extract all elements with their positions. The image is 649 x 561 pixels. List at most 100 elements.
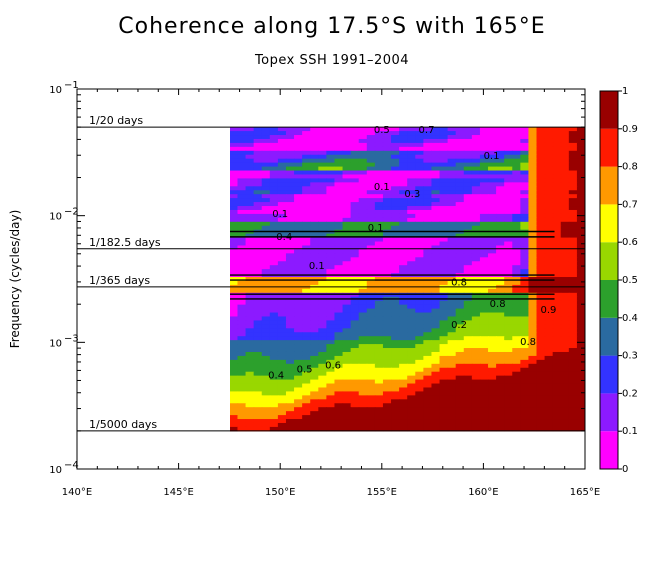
- heat-cell: [504, 363, 513, 369]
- heat-cell: [471, 324, 481, 329]
- heat-cell: [455, 387, 465, 393]
- heat-cell: [423, 174, 433, 180]
- heat-cell: [576, 387, 585, 393]
- heat-cell: [334, 150, 344, 156]
- heat-cell: [366, 426, 376, 432]
- heat-cell: [488, 332, 497, 337]
- contour-label: 0.5: [374, 125, 390, 136]
- heat-cell: [334, 340, 344, 345]
- heat-cell: [334, 359, 344, 365]
- heat-cell: [285, 233, 295, 239]
- heat-cell: [366, 320, 376, 325]
- heat-cell: [318, 206, 327, 211]
- heat-cell: [447, 300, 457, 306]
- colorbar-swatch: [600, 393, 618, 432]
- heat-cell: [536, 280, 546, 286]
- heat-cell: [447, 249, 457, 254]
- heat-cell: [391, 154, 400, 160]
- heat-cell: [285, 186, 295, 191]
- heat-cell: [463, 363, 473, 369]
- heat-cell: [342, 174, 352, 180]
- heat-cell: [512, 300, 521, 306]
- heat-cell: [471, 213, 481, 219]
- heat-cell: [342, 261, 352, 266]
- y-tick-exponent: −2: [64, 207, 79, 218]
- heat-cell: [512, 344, 521, 349]
- heat-cell: [488, 166, 497, 172]
- heat-cell: [431, 419, 441, 424]
- heat-cell: [512, 190, 521, 195]
- heat-cell: [576, 213, 585, 219]
- heat-cell: [560, 422, 570, 428]
- heat-cell: [544, 426, 554, 432]
- heat-cell: [504, 213, 513, 219]
- heat-cell: [399, 399, 408, 404]
- heat-cell: [382, 324, 392, 329]
- heat-cell: [415, 142, 424, 148]
- heat-cell: [471, 344, 481, 349]
- heat-cell: [399, 407, 408, 412]
- heat-cell: [471, 225, 481, 231]
- contour-label: 0.9: [540, 305, 556, 316]
- heat-cell: [382, 178, 392, 183]
- heat-cell: [358, 367, 368, 373]
- heat-cell: [269, 324, 279, 329]
- heat-cell: [310, 288, 319, 294]
- heat-cell: [439, 348, 449, 353]
- heat-cell: [560, 237, 570, 243]
- heat-cell: [285, 280, 295, 286]
- heat-cell: [407, 154, 416, 160]
- heat-cell: [423, 158, 433, 164]
- heat-cell: [391, 277, 400, 282]
- heat-cell: [552, 269, 562, 274]
- heat-cell: [391, 280, 400, 286]
- heat-cell: [302, 351, 311, 357]
- heat-cell: [407, 190, 416, 195]
- heat-cell: [245, 359, 255, 365]
- heat-cell: [310, 383, 319, 389]
- heat-cell: [253, 221, 263, 227]
- heat-cell: [520, 363, 530, 369]
- heat-cell: [310, 411, 319, 416]
- heat-cell: [294, 407, 303, 412]
- heat-cell: [439, 367, 449, 373]
- heat-cell: [520, 146, 530, 152]
- heat-cell: [334, 198, 344, 203]
- colorbar-tick-label: 1: [622, 86, 628, 97]
- heat-cell: [294, 127, 303, 132]
- heat-cell: [496, 375, 505, 381]
- heat-cell: [520, 304, 530, 310]
- heat-cell: [382, 233, 392, 239]
- heat-cell: [358, 387, 368, 393]
- heat-cell: [504, 348, 513, 353]
- heat-cell: [334, 407, 344, 412]
- heat-cell: [512, 351, 521, 357]
- colorbar-tick-label: 0.9: [622, 124, 638, 135]
- heat-cell: [245, 395, 255, 400]
- heat-cell: [342, 127, 352, 132]
- heat-cell: [285, 277, 295, 282]
- heat-cell: [544, 162, 554, 168]
- heat-cell: [326, 288, 336, 294]
- heat-cell: [552, 383, 562, 389]
- heat-cell: [552, 277, 562, 282]
- heat-cell: [358, 178, 368, 183]
- heat-cell: [366, 241, 376, 247]
- heat-cell: [520, 312, 530, 318]
- heat-cell: [407, 391, 416, 396]
- heat-cell: [463, 198, 473, 203]
- heat-cell: [576, 328, 585, 333]
- heat-cell: [366, 399, 376, 404]
- heat-cell: [488, 245, 497, 251]
- heat-cell: [552, 127, 562, 132]
- heat-cell: [463, 348, 473, 353]
- heat-cell: [261, 225, 271, 231]
- heat-cell: [342, 269, 352, 274]
- heat-cell: [488, 280, 497, 286]
- heat-cell: [269, 403, 279, 408]
- heat-cell: [536, 182, 546, 187]
- heat-cell: [334, 399, 344, 404]
- heat-cell: [512, 245, 521, 251]
- heat-cell: [528, 277, 538, 282]
- heat-cell: [479, 241, 489, 247]
